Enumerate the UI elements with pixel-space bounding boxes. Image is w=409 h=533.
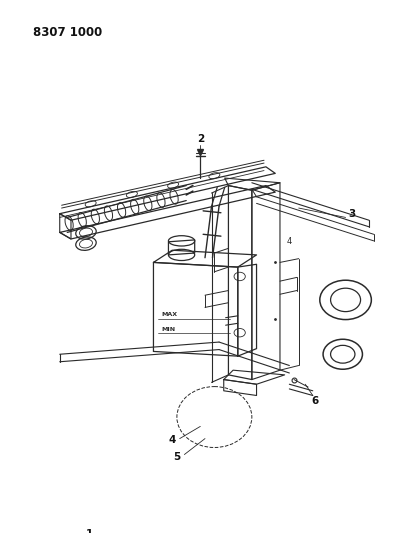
Text: MAX: MAX [161,312,177,317]
Text: 4: 4 [168,435,175,446]
Text: 8307 1000: 8307 1000 [34,26,103,39]
Text: 2: 2 [196,134,203,144]
Text: 5: 5 [173,453,180,462]
Text: MIN: MIN [161,327,175,332]
Text: 4: 4 [286,237,291,246]
Text: 1: 1 [86,529,93,533]
Text: 3: 3 [348,209,355,219]
Text: 6: 6 [310,396,317,406]
